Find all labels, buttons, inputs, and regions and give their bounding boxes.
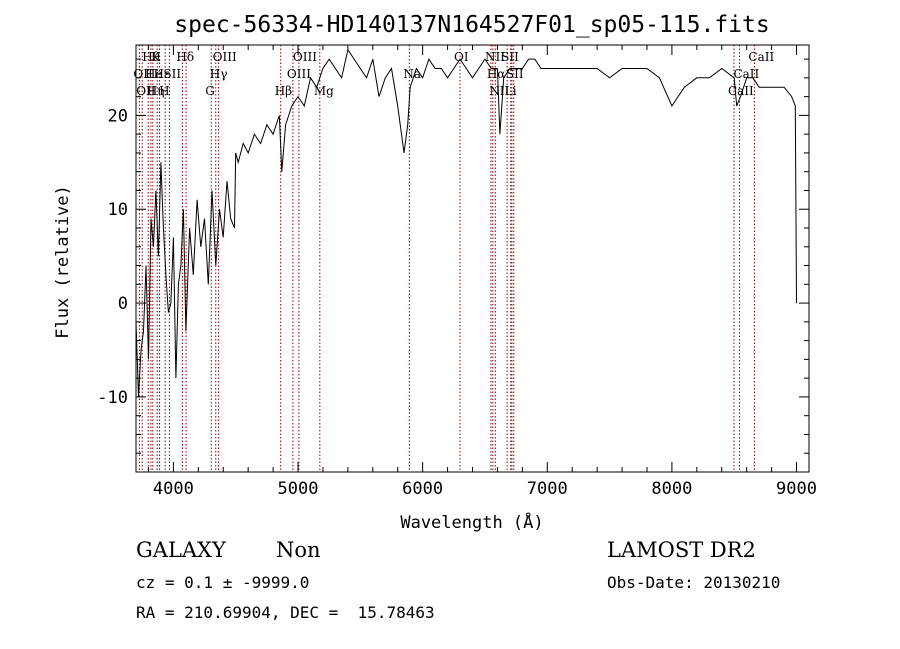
line-marker-labels: OIIOIIHθHeHηKHεHSIIHδGHγOIIIHβOIIIOIIIMg… xyxy=(133,50,774,98)
spectrum-line xyxy=(135,48,797,397)
x-tick-label: 8000 xyxy=(651,479,692,499)
marker-label: Mg xyxy=(314,84,334,98)
x-tick-label: 4000 xyxy=(153,479,194,499)
y-tick-label: 0 xyxy=(118,294,128,314)
radec-line: RA = 210.69904, DEC = 15.78463 xyxy=(136,603,435,622)
plot-frame xyxy=(135,44,810,473)
marker-label: Hδ xyxy=(176,50,194,64)
marker-label: CaII xyxy=(748,50,774,64)
marker-label: K xyxy=(151,50,161,64)
marker-label: G xyxy=(205,84,215,98)
survey-name: LAMOST DR2 xyxy=(607,538,756,562)
marker-label: Hε xyxy=(154,67,171,81)
x-tick-label: 6000 xyxy=(402,479,443,499)
marker-label: NII xyxy=(485,50,505,64)
marker-label: OII xyxy=(136,84,156,98)
x-tick-label: 7000 xyxy=(527,479,568,499)
chart-title: spec-56334-HD140137N164527F01_sp05-115.f… xyxy=(174,12,769,38)
marker-label: SII xyxy=(506,67,524,81)
marker-label: NII xyxy=(489,84,509,98)
marker-label: CaII xyxy=(728,84,754,98)
marker-label: Hβ xyxy=(275,84,292,98)
marker-label: OIII xyxy=(293,50,317,64)
y-axis-label: Flux (relative) xyxy=(53,185,73,339)
y-axis-ticks: -10 0 10 20 xyxy=(97,58,809,473)
observation-date: Obs-Date: 20130210 xyxy=(607,573,781,592)
x-axis-ticks: 4000 5000 6000 7000 8000 9000 xyxy=(147,45,817,499)
spectrum-chart: spec-56334-HD140137N164527F01_sp05-115.f… xyxy=(53,12,817,533)
marker-label: SII xyxy=(163,67,181,81)
y-tick-label: -10 xyxy=(97,388,128,408)
x-axis-label: Wavelength (Å) xyxy=(400,511,543,533)
line-markers xyxy=(138,45,755,472)
marker-label: Na xyxy=(403,67,421,81)
marker-label: SII xyxy=(501,50,519,64)
y-tick-label: 10 xyxy=(108,200,128,220)
marker-label: Hα xyxy=(487,67,506,81)
marker-label: He xyxy=(145,67,163,81)
redshift-line: cz = 0.1 ± -9999.0 xyxy=(136,573,310,592)
marker-label: OIII xyxy=(287,67,311,81)
marker-label: H xyxy=(159,84,169,98)
marker-label: Li xyxy=(505,84,517,98)
marker-label: Hθ xyxy=(142,50,160,64)
marker-label: Hη xyxy=(147,84,165,98)
marker-label: OI xyxy=(454,50,469,64)
y-tick-label: 20 xyxy=(108,106,128,126)
x-tick-label: 9000 xyxy=(776,479,817,499)
spectral-subclass: Non xyxy=(276,538,321,562)
marker-label: OIII xyxy=(213,50,237,64)
marker-label: Hγ xyxy=(210,67,228,81)
x-tick-label: 5000 xyxy=(278,479,319,499)
spectral-class: GALAXY xyxy=(136,538,226,562)
